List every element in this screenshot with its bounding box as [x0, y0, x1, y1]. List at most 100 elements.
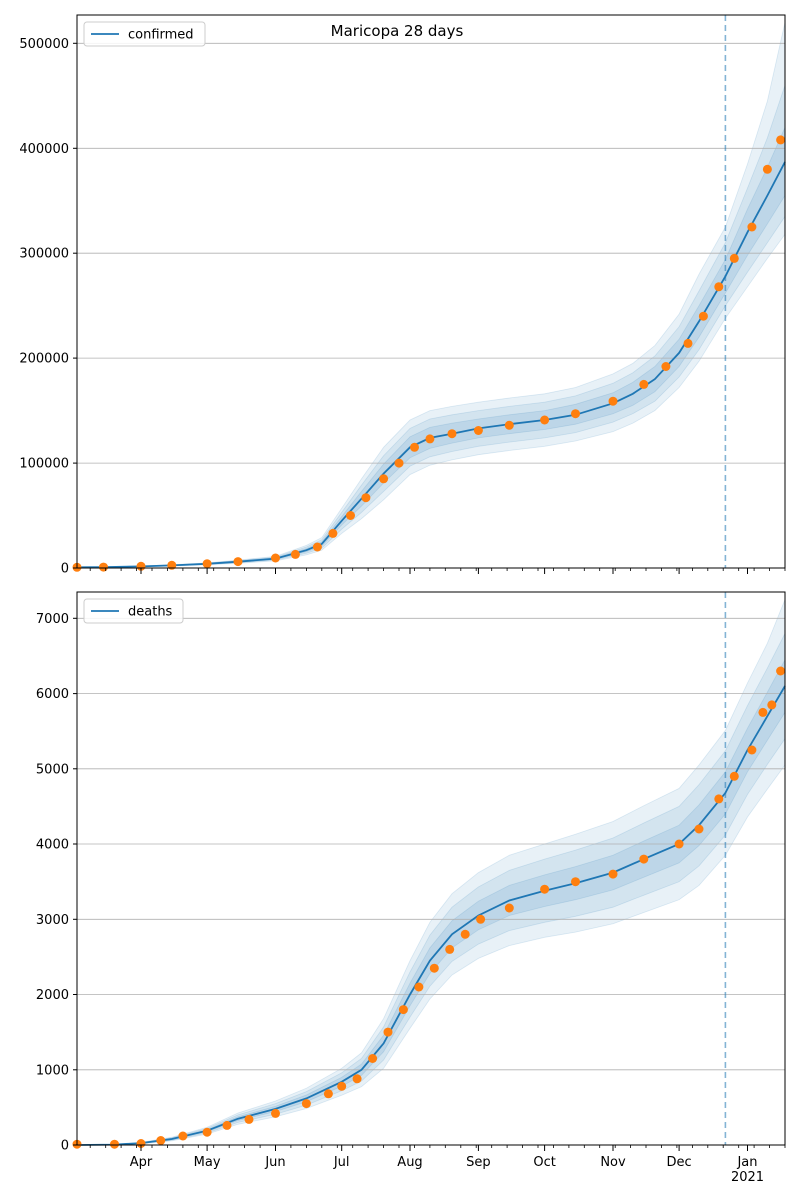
confirmed-model-line — [76, 161, 786, 569]
deaths-observed-point — [222, 1120, 232, 1130]
deaths-observed-point — [639, 854, 649, 864]
confirmed-observed-point — [776, 135, 786, 145]
deaths-observed-point — [429, 963, 439, 973]
deaths-observed-point — [540, 884, 550, 894]
confirmed-observed-point — [346, 511, 355, 520]
confirmed-y-tick-label: 500000 — [19, 37, 69, 52]
deaths-y-tick-label: 6000 — [36, 687, 69, 702]
deaths-observed-point — [767, 700, 777, 710]
confirmed-legend-label: confirmed — [128, 28, 194, 43]
confirmed-band-50-band — [76, 127, 786, 568]
confirmed-gridlines — [77, 42, 785, 464]
deaths-observed-point — [571, 877, 580, 887]
deaths-uncertainty-bands — [76, 599, 786, 1146]
deaths-observed-point — [398, 1005, 408, 1015]
confirmed-observed-point — [683, 338, 693, 348]
deaths-observed-point — [476, 914, 486, 924]
confirmed-y-tick-label: 200000 — [19, 352, 69, 367]
deaths-observed-point — [694, 824, 704, 834]
confirmed-y-tick-label: 0 — [61, 562, 69, 577]
deaths-observed-point — [383, 1027, 393, 1037]
confirmed-observed-point — [608, 396, 618, 406]
deaths-observed-point — [136, 1139, 146, 1148]
confirmed-observed-point — [290, 549, 300, 559]
deaths-y-axis: 0 1000 2000 3000 4000 5000 6000 7000 — [36, 612, 77, 1154]
deaths-y-tick-label: 7000 — [36, 612, 69, 627]
deaths-observed-point — [729, 771, 739, 781]
confirmed-y-tick-label: 100000 — [19, 457, 69, 472]
deaths-observed-point — [504, 903, 514, 913]
deaths-observed-point — [460, 929, 470, 939]
deaths-x-tick-label: Oct — [533, 1155, 555, 1170]
deaths-x-tick-label: 2021 — [731, 1170, 764, 1185]
deaths-observed-point — [301, 1099, 311, 1109]
confirmed-observed-point — [540, 415, 550, 425]
confirmed-observed-points — [72, 135, 786, 572]
deaths-x-tick-label: Sep — [466, 1155, 491, 1170]
deaths-panel: 0 1000 2000 3000 4000 5000 6000 7000 Apr May Jun J… — [36, 591, 786, 1185]
confirmed-y-tick-label: 400000 — [19, 142, 69, 157]
confirmed-observed-point — [99, 562, 108, 572]
deaths-observed-point — [244, 1114, 254, 1124]
deaths-x-tick-label: Nov — [600, 1155, 626, 1170]
confirmed-observed-point — [410, 442, 419, 452]
deaths-observed-point — [110, 1139, 119, 1149]
deaths-observed-point — [414, 982, 424, 992]
deaths-y-tick-label: 1000 — [36, 1063, 69, 1078]
confirmed-x-axis-ticks — [89, 568, 786, 574]
deaths-legend: deaths — [83, 598, 184, 624]
confirmed-observed-point — [202, 559, 212, 569]
confirmed-uncertainty-bands — [76, 22, 786, 568]
confirmed-observed-point — [361, 493, 371, 503]
confirmed-observed-point — [394, 458, 404, 468]
deaths-axes-frame — [76, 591, 786, 1146]
deaths-x-tick-label: Jan — [736, 1155, 757, 1170]
confirmed-observed-point — [425, 434, 435, 444]
deaths-observed-point — [445, 944, 455, 954]
confirmed-observed-point — [747, 222, 757, 232]
confirmed-observed-point — [698, 311, 708, 321]
deaths-x-tick-label: Apr — [130, 1155, 153, 1170]
confirmed-observed-point — [504, 420, 514, 430]
confirmed-y-axis: 0 100000 200000 300000 400000 500000 — [19, 37, 77, 577]
deaths-y-tick-label: 0 — [61, 1139, 69, 1154]
deaths-observed-point — [178, 1131, 188, 1141]
confirmed-panel: 0 100000 200000 300000 400000 500000 confirme… — [19, 14, 786, 577]
confirmed-legend: confirmed — [83, 21, 206, 47]
confirmed-observed-point — [379, 474, 389, 484]
deaths-observed-point — [323, 1089, 333, 1099]
deaths-observed-point — [368, 1054, 378, 1063]
deaths-observed-point — [156, 1136, 166, 1145]
confirmed-observed-point — [714, 282, 724, 292]
deaths-x-tick-label: Jun — [264, 1155, 285, 1170]
deaths-observed-point — [608, 869, 618, 879]
confirmed-observed-point — [729, 253, 739, 263]
deaths-x-tick-label: May — [194, 1155, 221, 1170]
deaths-legend-label: deaths — [128, 605, 173, 620]
deaths-observed-point — [337, 1081, 347, 1091]
deaths-gridlines — [77, 617, 785, 1071]
deaths-band-50-band — [76, 659, 786, 1146]
deaths-x-tick-label: Dec — [667, 1155, 692, 1170]
deaths-observed-point — [714, 794, 724, 804]
deaths-observed-point — [202, 1127, 212, 1137]
deaths-y-tick-label: 3000 — [36, 913, 69, 928]
confirmed-observed-point — [571, 409, 580, 419]
confirmed-band-95-band — [76, 22, 786, 568]
confirmed-observed-point — [233, 557, 243, 567]
confirmed-observed-point — [762, 164, 772, 174]
confirmed-observed-point — [271, 553, 280, 563]
confirmed-observed-point — [473, 426, 483, 435]
confirmed-observed-point — [661, 362, 671, 371]
confirmed-observed-point — [639, 379, 649, 389]
confirmed-observed-point — [328, 528, 338, 538]
deaths-observed-point — [352, 1074, 362, 1084]
deaths-y-tick-label: 5000 — [36, 762, 69, 777]
confirmed-observed-point — [447, 429, 457, 439]
confirmed-y-tick-label: 300000 — [19, 247, 69, 262]
confirmed-observed-point — [136, 561, 146, 571]
deaths-observed-point — [776, 666, 786, 676]
confirmed-observed-point — [312, 542, 322, 552]
